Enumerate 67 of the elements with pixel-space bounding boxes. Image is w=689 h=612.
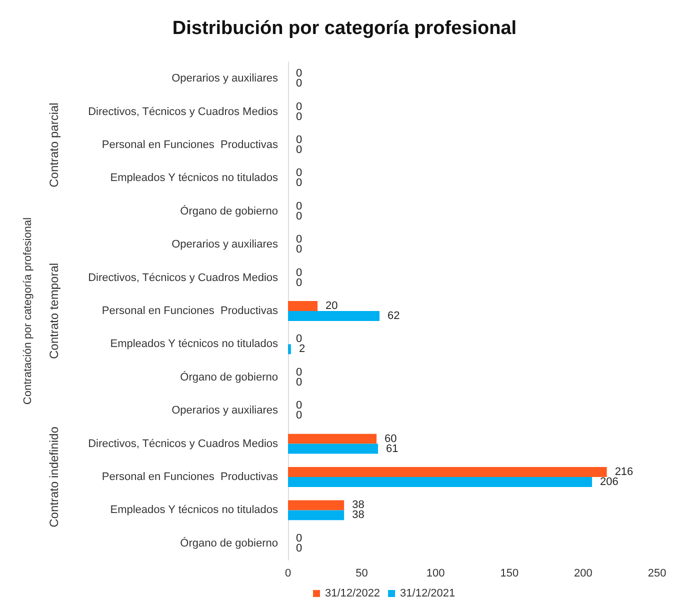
bar	[288, 444, 378, 454]
data-label: 206	[600, 476, 618, 488]
text: Contrato parcial	[47, 102, 61, 188]
data-label: 0	[296, 400, 302, 412]
y-tick-label: Personal en Funciones Productivas	[102, 139, 278, 151]
y-tick-label: Directivos, Técnicos y Cuadros Medios	[88, 106, 278, 118]
y-tick-label: Directivos, Técnicos y Cuadros Medios	[88, 438, 278, 450]
data-label: 0	[296, 542, 302, 554]
y-tick-label: Personal en Funciones Productivas	[102, 305, 278, 317]
y-tick-label: Órgano de gobierno	[180, 536, 278, 550]
y-tick-label: Directivos, Técnicos y Cuadros Medios	[88, 272, 278, 284]
data-label: 0	[296, 276, 302, 289]
bar	[288, 434, 377, 444]
y-tick-label: Operarios y auxiliares	[172, 72, 278, 85]
data-label: 0	[296, 366, 302, 378]
data-label: 0	[296, 234, 302, 246]
bar	[288, 311, 380, 321]
y-tick-label: Empleados Y técnicos no titulados	[110, 172, 278, 184]
x-tick-label: 250	[648, 568, 666, 580]
y-tick-label: Empleados Y técnicos no titulados	[110, 338, 278, 350]
data-label: 38	[352, 499, 364, 512]
x-tick-label: 100	[426, 568, 445, 580]
data-label: 0	[296, 333, 302, 346]
data-label: 0	[296, 134, 302, 146]
data-label: 0	[296, 200, 302, 212]
bar	[288, 344, 291, 354]
data-label: 61	[386, 442, 398, 455]
y-tick-label: Órgano de gobierno	[180, 370, 278, 384]
data-label: 20	[326, 300, 338, 312]
data-label: 0	[296, 100, 302, 113]
data-label: 0	[296, 177, 302, 190]
y-tick-label: Empleados Y técnicos no titulados	[110, 504, 278, 516]
y-tick-label: Órgano de gobierno	[180, 204, 278, 218]
data-label: 62	[388, 310, 400, 322]
bar	[288, 500, 344, 510]
bar	[288, 477, 592, 487]
bar	[288, 510, 344, 520]
data-label: 2	[298, 343, 306, 356]
data-label: 216	[614, 466, 634, 478]
y-tick-label: Operarios y auxiliares	[172, 238, 278, 251]
text: Contrato temporal	[47, 262, 61, 360]
data-label: 0	[296, 244, 302, 256]
data-label: 0	[296, 68, 302, 80]
bar	[288, 301, 318, 311]
x-tick-label: 50	[356, 568, 368, 580]
y-tick-label: Operarios y auxiliares	[172, 404, 278, 417]
x-tick-label: 150	[500, 568, 519, 580]
y-tick-label: Personal en Funciones Productivas	[102, 471, 278, 483]
data-label: 0	[296, 376, 302, 388]
data-label: 0	[296, 532, 302, 544]
data-label: 0	[296, 266, 302, 279]
data-label: 0	[296, 167, 302, 180]
data-label: 0	[296, 78, 302, 90]
text: Contrato indefinido	[47, 426, 61, 528]
y-axis-title: Contratación por categoría profesional	[22, 217, 34, 405]
bar	[288, 467, 607, 477]
data-label: 38	[352, 509, 364, 522]
legend-label: 31/12/2022	[325, 588, 380, 600]
chart-title: Distribución por categoría profesional	[172, 18, 517, 39]
data-label: 60	[384, 432, 397, 445]
data-label: 0	[296, 144, 302, 156]
data-label: 0	[296, 410, 302, 422]
x-tick-label: 200	[574, 568, 592, 580]
x-tick-label: 0	[284, 568, 292, 580]
legend-label: 31/12/2021	[400, 588, 456, 600]
data-label: 0	[296, 210, 302, 222]
data-label: 0	[296, 110, 302, 123]
